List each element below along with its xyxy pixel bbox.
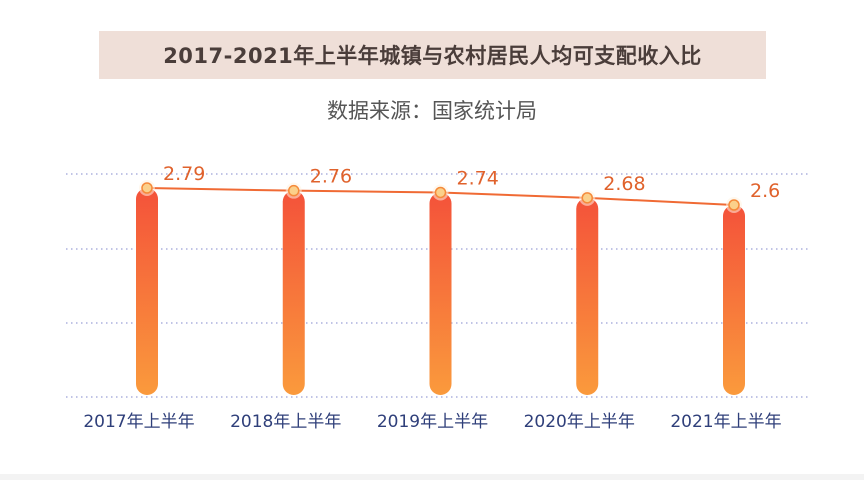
data-label: 2.6 (750, 180, 780, 202)
data-point (728, 199, 740, 211)
x-tick-label: 2018年上半年 (230, 412, 341, 432)
bar (723, 205, 745, 395)
x-tick-label: 2017年上半年 (83, 412, 194, 432)
data-label: 2.76 (310, 166, 352, 188)
bar (429, 192, 452, 395)
bar (576, 197, 599, 395)
x-tick-labels: 2017年上半年 2018年上半年 2019年上半年 2020年上半年 2021年上半年 (83, 412, 781, 432)
data-label: 2.79 (163, 163, 205, 185)
markers (139, 180, 742, 213)
x-tick-label: 2021年上半年 (670, 412, 781, 432)
bar (282, 190, 305, 395)
title-banner: 2017-2021年上半年城镇与农村居民人均可支配收入比 (99, 31, 766, 79)
data-point (141, 182, 153, 194)
bars (136, 188, 745, 395)
data-label: 2.74 (457, 167, 499, 189)
chart-title: 2017-2021年上半年城镇与农村居民人均可支配收入比 (163, 44, 702, 68)
chart-subtitle: 数据来源：国家统计局 (327, 99, 537, 123)
x-tick-label: 2019年上半年 (377, 412, 488, 432)
x-tick-label: 2020年上半年 (524, 412, 635, 432)
data-point (288, 184, 300, 197)
data-point (581, 192, 593, 204)
bar (136, 188, 158, 395)
value-labels: 2.79 2.76 2.74 2.68 2.6 (163, 163, 780, 202)
data-point (434, 186, 447, 199)
footer-strip (0, 474, 864, 480)
data-label: 2.68 (603, 173, 645, 195)
